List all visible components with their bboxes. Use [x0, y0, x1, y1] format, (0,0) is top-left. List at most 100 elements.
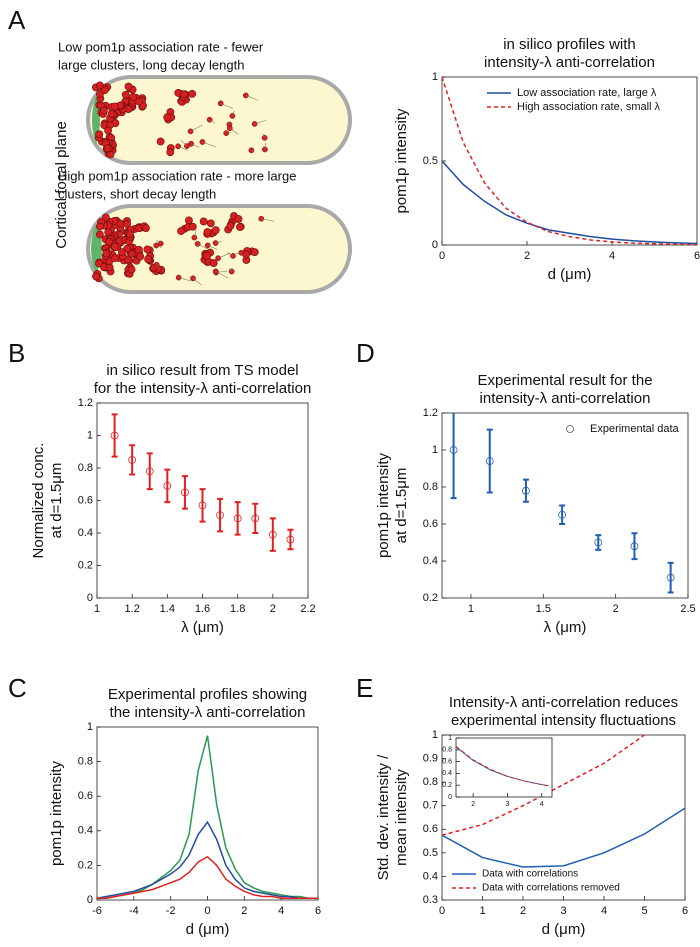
cluster-particle [177, 227, 185, 236]
particle-arrow [218, 252, 231, 259]
x-tick-label: 1 [479, 905, 485, 917]
particle-arrow [226, 252, 234, 257]
x-tick-label: -6 [92, 905, 102, 917]
cluster-particle [104, 126, 112, 135]
y-tick-label: 1 [432, 71, 438, 83]
y-tick-label: 0 [87, 894, 93, 906]
panel-label: E [356, 673, 373, 703]
error-point [163, 468, 172, 504]
chart-title: intensity-λ anti-correlation [480, 390, 651, 407]
error-bar [234, 501, 241, 536]
particle-arrow [232, 110, 235, 117]
cluster-particle [163, 113, 172, 122]
particle-arrow [177, 146, 188, 151]
legend-label: Experimental data [590, 423, 680, 435]
y-tick-label: 0.6 [423, 823, 438, 835]
particle [194, 241, 201, 247]
error-bar [559, 504, 566, 525]
error-point [485, 428, 494, 494]
error-bar [111, 413, 118, 458]
cluster-particle [134, 245, 143, 254]
cluster-particle [188, 222, 197, 231]
y-tick-label: 0.3 [423, 894, 438, 906]
error-bar [631, 532, 638, 561]
error-bar [667, 561, 674, 594]
y-tick-label: 1 [432, 444, 438, 456]
line [442, 77, 697, 245]
x-tick-label: -4 [129, 905, 139, 917]
point [110, 431, 119, 440]
point [594, 538, 603, 547]
x-tick-label: 6 [682, 905, 688, 917]
point [449, 446, 458, 454]
cluster-particle [102, 213, 110, 222]
error-bar [287, 528, 294, 551]
error-bar [146, 452, 153, 491]
error-point [522, 478, 530, 503]
particle-arrow [264, 142, 267, 150]
x-tick-label: 1.2 [125, 603, 140, 615]
cluster-particle [95, 230, 104, 239]
y-tick-label: 0.4 [78, 825, 93, 837]
line [97, 820, 318, 900]
cluster-particle [121, 90, 130, 99]
cluster-particle [199, 217, 208, 226]
cluster-particle [156, 137, 165, 146]
particle [187, 128, 194, 135]
cluster-particle [211, 226, 220, 235]
error-point [268, 517, 277, 552]
cluster-particle [203, 252, 211, 260]
y-tick-label: 0.2 [423, 592, 438, 604]
legend-label: High association rate, small λ [517, 101, 661, 113]
error-point [449, 413, 458, 500]
cluster-particle [234, 215, 243, 223]
line [442, 807, 685, 868]
y-tick-label: 0.4 [423, 870, 438, 882]
y-tick-label: 0.8 [442, 747, 452, 754]
particle-arrow [235, 252, 242, 254]
cluster-particle [185, 216, 193, 225]
point [145, 467, 154, 476]
x-tick-label: 1.5 [536, 603, 551, 615]
error-bar [522, 478, 529, 503]
side-label: Cortical focal plane [53, 121, 70, 249]
point [251, 514, 260, 523]
particle-arrow [229, 267, 232, 272]
cluster-particle [250, 248, 259, 257]
legend-label: Low association rate, large λ [517, 87, 657, 99]
y-tick-label: 0.5 [423, 847, 438, 859]
cluster-particle [95, 130, 104, 139]
error-bar [217, 497, 224, 533]
error-point [251, 502, 260, 534]
x-tick-label: 1 [94, 603, 100, 615]
error-point [558, 504, 567, 525]
x-tick-label: 2 [270, 603, 276, 615]
particle-arrow [192, 278, 202, 286]
cluster-particle [144, 255, 152, 264]
y-axis-label: at d=1.5μm [48, 463, 65, 539]
y-tick-label: 0.2 [78, 859, 93, 871]
error-bar [199, 488, 206, 523]
point [128, 455, 137, 464]
cluster-particle [209, 259, 218, 267]
error-bar [252, 502, 259, 534]
error-bar [164, 468, 171, 504]
y-tick-label: 0.2 [78, 559, 93, 571]
y-tick-label: 0.8 [78, 462, 93, 474]
x-tick-label: 2 [471, 801, 475, 808]
chart-title: Intensity-λ anti-correlation reduces [449, 694, 678, 711]
point [485, 457, 494, 466]
particle [175, 143, 181, 150]
y-tick-label: 0.8 [78, 756, 93, 768]
plot-frame [441, 76, 698, 246]
error-bar [129, 444, 136, 476]
error-point [198, 488, 207, 523]
x-tick-label: 5 [641, 905, 647, 917]
y-tick-label: 0.8 [423, 776, 438, 788]
x-tick-label: 4 [278, 905, 284, 917]
chart-title: Experimental result for the [477, 372, 652, 389]
particle-arrow [180, 139, 188, 147]
point [216, 511, 224, 520]
y-axis-label: Normalized conc. [30, 443, 47, 559]
x-tick-label: 2.5 [680, 603, 695, 615]
